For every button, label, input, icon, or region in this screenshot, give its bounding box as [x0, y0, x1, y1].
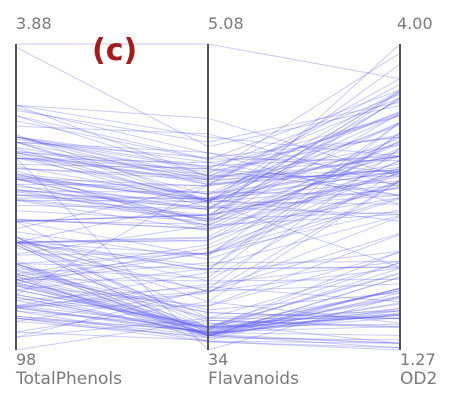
axis-od2-max-label: 4.00 [397, 14, 433, 33]
axis-flavanoids-name: Flavanoids [208, 369, 299, 389]
axis-flavanoids-max-label: 5.08 [208, 14, 244, 33]
axis-totalphenols-min-label: 98 [16, 350, 36, 369]
axis-flavanoids-min-label: 34 [208, 350, 228, 369]
axis-od2-min-label: 1.27 [400, 350, 436, 369]
panel-label: (c) [92, 33, 137, 68]
axis-od2-name: OD2 [400, 369, 437, 389]
axis-totalphenols-max-label: 3.88 [16, 14, 52, 33]
axis-totalphenols-name: TotalPhenols [15, 369, 122, 389]
